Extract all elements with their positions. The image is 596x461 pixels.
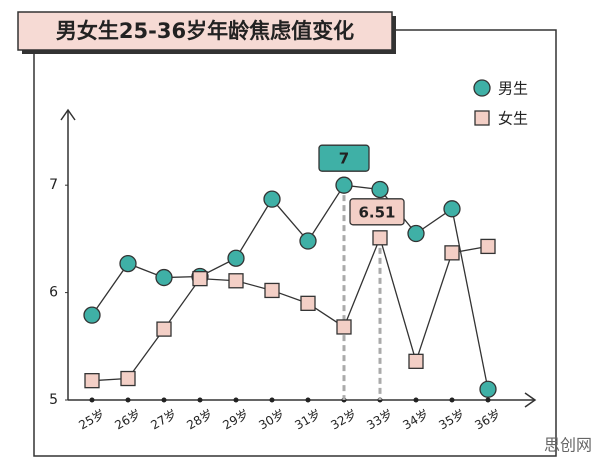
title-box [17, 11, 393, 51]
x-tick-dot [89, 397, 95, 403]
point [228, 273, 244, 289]
point [227, 249, 245, 267]
legend-label: 女生 [498, 110, 528, 128]
point [336, 319, 352, 335]
chart-title: 男女生25-36岁年龄焦虑值变化 [56, 19, 354, 43]
watermark: 思创网 [544, 436, 592, 455]
point [83, 306, 101, 324]
x-tick-dot [161, 397, 167, 403]
legend-marker [474, 110, 490, 126]
y-tick-label: 5 [49, 392, 58, 408]
x-tick-dot [233, 397, 239, 403]
point [155, 268, 173, 287]
point [84, 373, 100, 389]
callout-box [349, 198, 405, 226]
legend-label: 男生 [498, 80, 528, 98]
x-tick-dot [485, 397, 491, 403]
y-arrow [60, 108, 76, 121]
callout-box [318, 144, 370, 172]
point [120, 370, 136, 387]
point [407, 224, 425, 243]
y-tick-label: 7 [49, 177, 58, 193]
point [264, 282, 280, 299]
point [300, 295, 316, 311]
x-tick-dot [269, 397, 275, 403]
point [156, 321, 172, 337]
series-line [91, 235, 489, 382]
point [263, 190, 281, 208]
callout-label: 7 [339, 150, 349, 168]
callout-label: 6.51 [358, 203, 395, 221]
point [408, 353, 424, 369]
point [444, 245, 460, 261]
point [480, 238, 496, 255]
point [479, 380, 497, 398]
x-arrow [524, 392, 537, 408]
point [299, 232, 317, 250]
x-tick-dot [305, 397, 311, 403]
y-tick-label: 6 [49, 285, 58, 301]
legend-marker [473, 79, 491, 97]
point [371, 180, 389, 199]
x-tick-dot [125, 397, 131, 403]
point [372, 230, 388, 246]
point [443, 200, 461, 218]
x-tick-dot [449, 397, 455, 403]
point [335, 176, 353, 194]
point [119, 254, 137, 273]
x-tick-dot [197, 397, 203, 403]
point [192, 270, 208, 287]
x-tick-dot [413, 397, 419, 403]
